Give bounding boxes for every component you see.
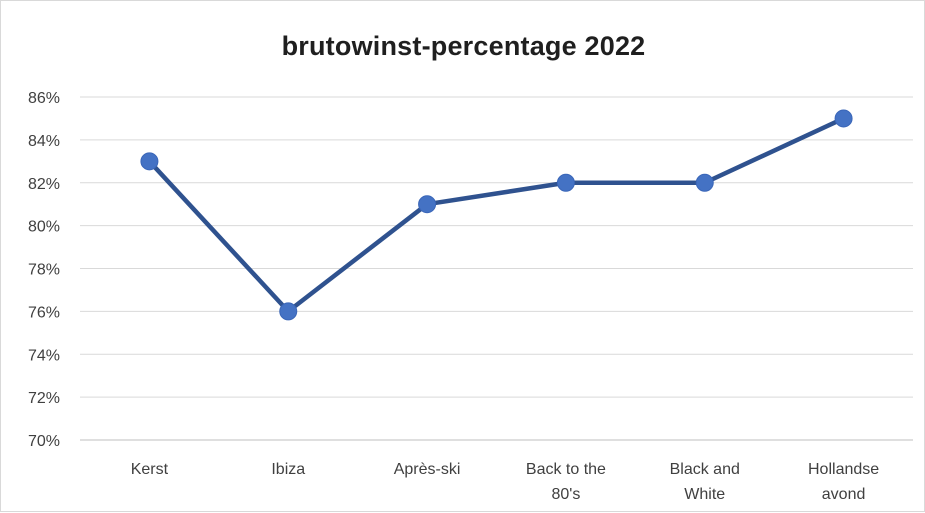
x-tick-label: Après-ski — [394, 461, 461, 478]
data-point — [418, 195, 437, 214]
x-tick-label: Ibiza — [271, 461, 305, 478]
data-point — [279, 302, 298, 321]
chart-title: brutowinst-percentage 2022 — [281, 31, 646, 61]
y-tick-label: 76% — [28, 304, 60, 321]
data-point — [140, 152, 159, 171]
data-point — [834, 109, 853, 128]
x-tick-label: Kerst — [131, 461, 169, 478]
data-point — [695, 173, 714, 192]
y-tick-label: 70% — [28, 433, 60, 450]
x-tick-label: Hollandse avond — [808, 461, 879, 503]
x-tick-label: Back to the 80's — [526, 461, 606, 503]
y-tick-label: 78% — [28, 262, 60, 279]
y-tick-label: 86% — [28, 90, 60, 107]
y-tick-label: 72% — [28, 390, 60, 407]
y-tick-label: 84% — [28, 133, 60, 150]
series-line — [147, 116, 846, 314]
data-point — [556, 173, 575, 192]
y-tick-label: 74% — [28, 347, 60, 364]
y-tick-label: 82% — [28, 176, 60, 193]
y-tick-label: 80% — [28, 219, 60, 236]
x-tick-label: Black and White — [670, 461, 740, 503]
